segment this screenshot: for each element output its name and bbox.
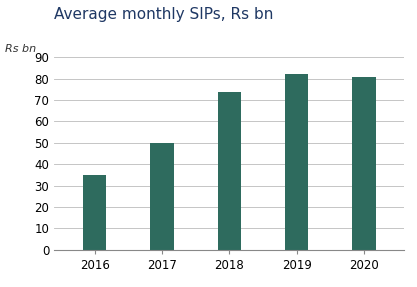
- Bar: [218, 92, 241, 250]
- Text: Average monthly SIPs, Rs bn: Average monthly SIPs, Rs bn: [54, 7, 274, 22]
- Text: Rs bn: Rs bn: [5, 44, 36, 54]
- Bar: [285, 75, 309, 250]
- Bar: [83, 175, 106, 250]
- Bar: [150, 143, 174, 250]
- Bar: [352, 77, 376, 250]
